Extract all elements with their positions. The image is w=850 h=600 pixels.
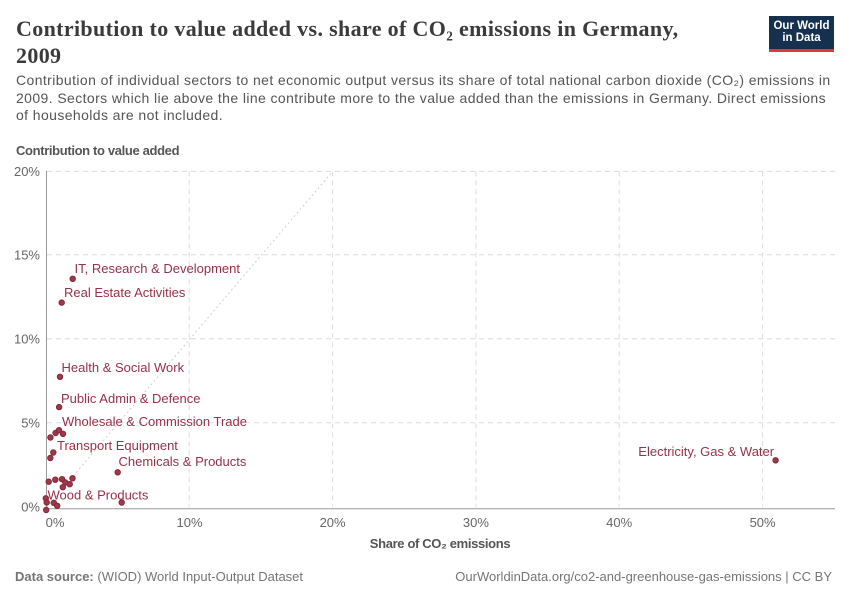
svg-text:Real Estate Activities: Real Estate Activities	[64, 285, 186, 300]
svg-text:Wood & Products: Wood & Products	[48, 488, 149, 503]
svg-text:Contribution to value added: Contribution to value added	[16, 143, 180, 158]
svg-text:Chemicals & Products: Chemicals & Products	[119, 454, 247, 469]
svg-text:Share of CO₂ emissions: Share of CO₂ emissions	[370, 536, 511, 551]
svg-text:Transport Equipment: Transport Equipment	[57, 438, 178, 453]
svg-text:Public Admin & Defence: Public Admin & Defence	[61, 391, 200, 406]
svg-text:10%: 10%	[176, 515, 202, 530]
svg-text:15%: 15%	[14, 247, 40, 262]
svg-text:40%: 40%	[606, 515, 632, 530]
svg-text:20%: 20%	[320, 515, 346, 530]
svg-text:Electricity, Gas & Water: Electricity, Gas & Water	[638, 444, 774, 459]
svg-text:20%: 20%	[14, 164, 40, 179]
svg-text:0%: 0%	[21, 500, 40, 515]
svg-text:5%: 5%	[21, 415, 40, 430]
svg-text:0%: 0%	[46, 515, 65, 530]
svg-text:10%: 10%	[14, 331, 40, 346]
svg-text:30%: 30%	[463, 515, 489, 530]
svg-text:Wholesale & Commission Trade: Wholesale & Commission Trade	[62, 414, 247, 429]
svg-text:Health & Social Work: Health & Social Work	[62, 360, 185, 375]
svg-text:50%: 50%	[750, 515, 776, 530]
svg-text:IT, Research & Development: IT, Research & Development	[75, 261, 241, 276]
